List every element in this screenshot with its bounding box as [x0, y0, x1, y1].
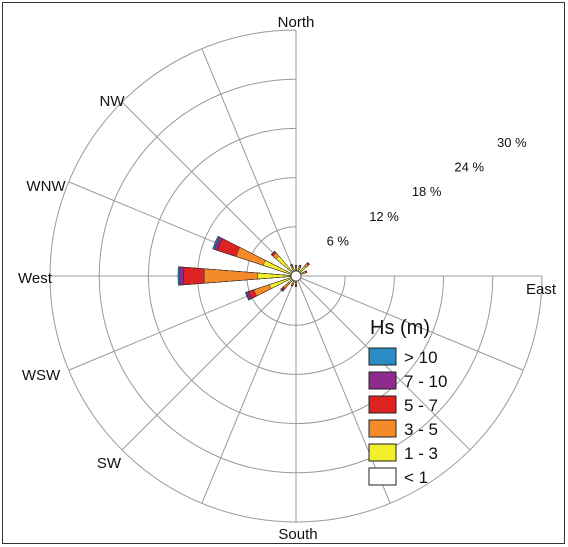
- legend-swatch: [368, 395, 397, 414]
- direction-label: WNW: [26, 178, 66, 195]
- legend-label: 7 - 10: [404, 372, 447, 391]
- petal-segment: [262, 260, 297, 277]
- legend-swatch: [368, 347, 397, 366]
- direction-label: South: [278, 526, 317, 543]
- legend-title: Hs (m): [370, 317, 430, 339]
- petal-segment: [269, 275, 297, 289]
- legend-label: 3 - 5: [404, 420, 438, 439]
- legend-label: 5 - 7: [404, 396, 438, 415]
- direction-label: East: [526, 281, 557, 298]
- labels: North NW WNW West WSW SW South East 6 % 12 % 18 % 2…: [18, 14, 557, 543]
- legend: Hs (m) > 10 7 - 10 5 - 7 3 - 5 1 - 3 < 1: [368, 317, 447, 487]
- direction-label: North: [278, 14, 315, 31]
- grid-spoke: [295, 275, 524, 371]
- legend-swatch: [368, 371, 397, 390]
- grid-spoke: [201, 48, 297, 277]
- direction-label: SW: [97, 455, 122, 472]
- ring-label: 6 %: [327, 233, 350, 248]
- ring-label: 24 %: [454, 160, 484, 175]
- petals: [177, 235, 311, 301]
- ring-label: 30 %: [497, 135, 527, 150]
- direction-label: WSW: [22, 367, 61, 384]
- grid-spoke: [121, 101, 297, 277]
- legend-swatch: [368, 467, 397, 486]
- petal-segment: [257, 272, 297, 280]
- legend-label: > 10: [404, 348, 438, 367]
- grid-spoke: [295, 275, 391, 504]
- legend-swatch: [368, 419, 397, 438]
- grid-spoke: [121, 275, 297, 451]
- ring-label: 12 %: [369, 209, 399, 224]
- legend-label: < 1: [404, 468, 428, 487]
- center-calm-circle: [290, 270, 302, 282]
- petal-segment: [203, 268, 297, 284]
- petal-segment: [275, 255, 297, 277]
- grid-spoke: [201, 275, 297, 504]
- ring-label: 18 %: [412, 184, 442, 199]
- direction-label: NW: [100, 93, 126, 110]
- legend-swatch: [368, 443, 397, 462]
- direction-label: West: [18, 270, 53, 287]
- legend-label: 1 - 3: [404, 444, 438, 463]
